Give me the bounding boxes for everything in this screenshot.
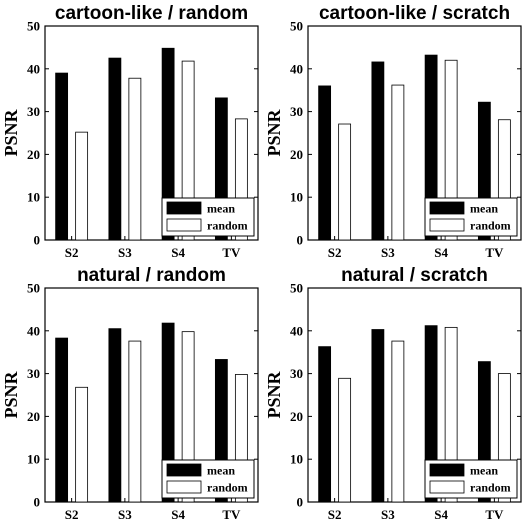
- bar-random-S4: [181, 331, 195, 503]
- y-tick-label: 10: [290, 452, 303, 467]
- legend-label-mean: mean: [470, 464, 498, 478]
- x-tick-label: S4: [434, 507, 448, 522]
- y-tick-label: 50: [290, 281, 303, 296]
- legend: mean random: [161, 459, 255, 499]
- bar-random-S3: [391, 84, 405, 241]
- y-tick-label: 0: [34, 495, 41, 510]
- legend-label-mean: mean: [207, 202, 235, 216]
- y-tick-label: 20: [27, 409, 40, 424]
- bar-random-S2: [75, 386, 89, 503]
- legend-swatch-mean: [429, 463, 465, 477]
- legend-label-mean: mean: [470, 202, 498, 216]
- legend-swatch-mean: [429, 201, 465, 215]
- legend-swatch-random: [166, 480, 202, 494]
- bar-mean-S4: [161, 322, 175, 503]
- bar-random-S4: [181, 60, 195, 241]
- legend-label-random: random: [207, 219, 248, 233]
- chart-title: natural / random: [77, 265, 226, 286]
- bar-mean-S2: [318, 85, 332, 241]
- x-tick-label: S2: [65, 507, 79, 522]
- bar-random-S4: [444, 59, 458, 241]
- chart-panel-4: natural / scratch PSNR 0 10 20 30 40 50 S2 S3 S4 TV…: [264, 265, 522, 522]
- y-axis-label: PSNR: [264, 109, 284, 157]
- chart-title: cartoon-like / random: [55, 3, 248, 24]
- bar-mean-S4: [161, 47, 175, 241]
- bar-random-S2: [75, 131, 89, 241]
- bar-random-S3: [128, 340, 142, 503]
- x-tick-label: TV: [222, 507, 241, 522]
- legend-swatch-random: [429, 480, 465, 494]
- y-tick-label: 10: [27, 190, 40, 205]
- bar-mean-S4: [424, 325, 438, 503]
- x-tick-label: S4: [434, 245, 448, 260]
- legend-swatch-random: [166, 218, 202, 232]
- x-tick-label: S4: [171, 507, 185, 522]
- legend: mean random: [424, 459, 518, 499]
- y-tick-label: 50: [27, 281, 40, 296]
- y-tick-label: 10: [27, 452, 40, 467]
- y-axis-label: PSNR: [264, 371, 284, 419]
- legend-label-mean: mean: [207, 464, 235, 478]
- bar-random-S2: [338, 377, 352, 503]
- legend-label-random: random: [207, 481, 248, 495]
- x-tick-label: S3: [381, 507, 395, 522]
- y-tick-label: 40: [290, 323, 303, 338]
- chart-title: cartoon-like / scratch: [319, 3, 510, 24]
- x-tick-label: S4: [171, 245, 185, 260]
- y-tick-label: 0: [297, 495, 304, 510]
- y-tick-label: 30: [290, 366, 303, 381]
- bar-random-S4: [444, 326, 458, 503]
- y-tick-label: 0: [34, 233, 41, 248]
- chart-panel-3: natural / random PSNR 0 10 20 30 40 50 S2 S3 S4 TV m…: [1, 265, 259, 522]
- chart-title: natural / scratch: [341, 265, 488, 286]
- bar-mean-S2: [318, 346, 332, 503]
- y-tick-label: 50: [27, 19, 40, 34]
- y-tick-label: 30: [27, 104, 40, 119]
- bar-mean-S2: [55, 72, 69, 241]
- x-tick-label: S2: [65, 245, 79, 260]
- y-axis-label: PSNR: [1, 371, 21, 419]
- chart-panel-1: cartoon-like / random PSNR 0 10 20 30 40 50 S2 S3…: [1, 3, 259, 260]
- y-tick-label: 50: [290, 19, 303, 34]
- x-tick-label: TV: [485, 507, 504, 522]
- bar-mean-S3: [371, 329, 385, 503]
- legend-label-random: random: [470, 481, 511, 495]
- y-tick-label: 30: [290, 104, 303, 119]
- legend-swatch-mean: [166, 463, 202, 477]
- bar-mean-S3: [371, 61, 385, 241]
- x-tick-label: S3: [118, 245, 132, 260]
- y-tick-label: 0: [297, 233, 304, 248]
- bar-mean-S3: [108, 57, 122, 241]
- bar-mean-S2: [55, 337, 69, 503]
- y-tick-label: 10: [290, 190, 303, 205]
- y-tick-label: 40: [27, 323, 40, 338]
- legend-label-random: random: [470, 219, 511, 233]
- y-tick-label: 30: [27, 366, 40, 381]
- bar-random-S3: [128, 77, 142, 241]
- x-tick-label: S2: [328, 507, 342, 522]
- y-tick-label: 20: [27, 147, 40, 162]
- bar-random-S2: [338, 123, 352, 241]
- bar-random-S3: [391, 340, 405, 503]
- chart-panel-2: cartoon-like / scratch PSNR 0 10 20 30 40 50 S2 S…: [264, 3, 522, 260]
- y-tick-label: 20: [290, 147, 303, 162]
- legend-swatch-random: [429, 218, 465, 232]
- x-tick-label: S3: [381, 245, 395, 260]
- legend: mean random: [161, 197, 255, 237]
- legend: mean random: [424, 197, 518, 237]
- x-tick-label: TV: [485, 245, 504, 260]
- bar-mean-S4: [424, 54, 438, 241]
- legend-swatch-mean: [166, 201, 202, 215]
- x-tick-label: TV: [222, 245, 241, 260]
- bar-mean-S3: [108, 328, 122, 503]
- x-tick-label: S2: [328, 245, 342, 260]
- x-tick-label: S3: [118, 507, 132, 522]
- y-tick-label: 20: [290, 409, 303, 424]
- y-tick-label: 40: [27, 61, 40, 76]
- y-tick-label: 40: [290, 61, 303, 76]
- y-axis-label: PSNR: [1, 109, 21, 157]
